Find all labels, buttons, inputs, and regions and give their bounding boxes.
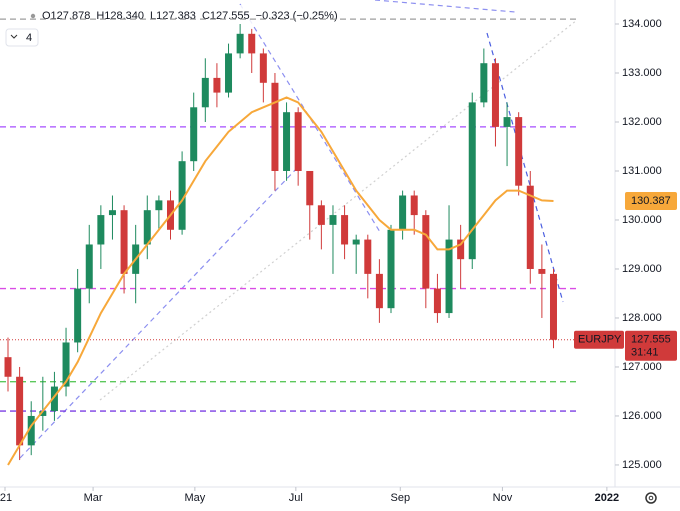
candle-body [375,273,383,309]
candle-body [515,117,523,186]
candle-body [108,210,116,216]
x-tick-label: Nov [493,492,513,504]
y-tick-label: 134.000 [622,18,662,30]
moving-average [7,96,554,466]
x-tick-label: May [184,492,205,504]
indicator-count: 4 [26,32,32,44]
settings-icon[interactable] [645,492,657,504]
ohlc-value: C127.555 [202,10,250,22]
trend-line [486,32,564,303]
symbol-label: EURJPY [578,334,622,346]
candle-body [538,268,546,274]
x-tick-label: Mar [84,492,103,504]
ohlc-value: H128.340 [96,10,144,22]
candle-body [16,376,24,446]
chevron-icon [10,34,18,39]
y-tick-label: 128.000 [622,312,662,324]
candle-body [503,117,511,127]
candle-body [236,33,244,54]
y-tick-label: 127.000 [622,361,662,373]
x-tick-label: 21 [0,492,12,504]
trend-line [99,19,578,401]
candle-body [271,82,279,171]
candle-body [317,205,325,225]
candle-body [39,411,47,416]
candle-body [445,239,453,314]
y-tick-label: 131.000 [622,165,662,177]
gear-hub [648,495,654,501]
candle-body [259,53,267,83]
trend-line [19,164,301,459]
candle-body [85,244,93,289]
candle-body [50,386,58,412]
candle-body [480,63,488,103]
candle-body [341,215,349,245]
y-tick-label: 130.000 [622,214,662,226]
x-tick-label: 2022 [595,492,619,504]
gear-ring [645,492,657,504]
last-price-tag [625,330,677,361]
candle-body [190,107,198,162]
candle-body [433,288,441,314]
candle-body [410,195,418,216]
candle-body [352,239,360,245]
candle-body [283,112,291,171]
candle-body [225,53,233,93]
trend-lines [19,0,578,459]
last-price-label: 127.555 [631,334,671,346]
candle-body [120,210,128,274]
x-tick-label: Jul [289,492,303,504]
candle-body [178,161,186,230]
status-dot [30,13,36,19]
candle-body [155,200,163,211]
x-tick-label: Sep [391,492,411,504]
ma-price-label: 130.387 [631,195,671,207]
candle-body [62,342,70,387]
y-tick-label: 133.000 [622,67,662,79]
candle-body [387,229,395,309]
candle-body [27,415,35,446]
candle-body [457,239,465,260]
ohlc-value: L127.383 [150,10,196,22]
candle-body [4,357,12,377]
candle-body [201,77,209,108]
indicator-toggle[interactable] [5,28,39,47]
candle-body [248,33,256,54]
trend-line [374,0,516,13]
candle-body [422,215,430,289]
candle-body [74,288,82,343]
candle-body [143,210,151,245]
y-tick-label: 126.000 [622,410,662,422]
candle-body [213,77,221,93]
candle-body [294,112,302,171]
ma-price-tag [625,192,677,211]
bar-timer: 31:41 [631,347,659,359]
candle-body [364,239,372,274]
legend-backdrop [0,5,400,25]
y-tick-label: 129.000 [622,263,662,275]
candle-body [491,63,499,127]
candle-body [526,185,534,269]
ohlc-value: O127.878 [42,10,90,22]
y-tick-label: 132.000 [622,116,662,128]
candle-body [306,170,314,206]
y-tick-label: 125.000 [622,459,662,471]
candle-body [97,215,105,245]
change-value: −0.323 (−0.25%) [256,10,338,22]
symbol-tag [574,330,624,349]
candle-body [399,195,407,230]
candle-body [329,215,337,225]
ohlc-legend: O127.878 H128.340 L127.383 C127.555 −0.323 (… [42,10,338,22]
candle-body [549,273,557,340]
candle-body [468,102,476,260]
